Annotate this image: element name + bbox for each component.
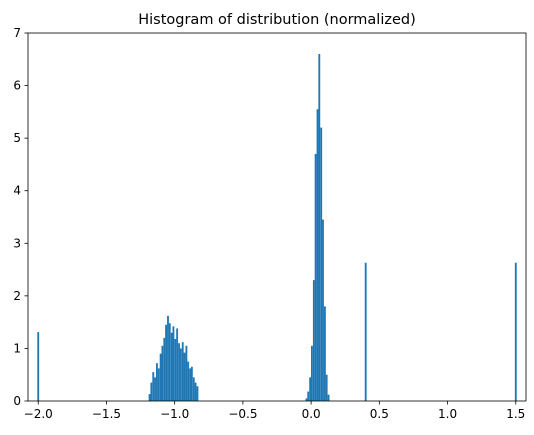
histogram-bar	[320, 127, 323, 401]
y-tick-label: 5	[13, 131, 21, 145]
y-tick-label: 4	[13, 184, 21, 198]
histogram-bar	[190, 366, 193, 401]
histogram-bar	[152, 372, 155, 401]
x-tick-label: −1.5	[92, 407, 121, 421]
histogram-bar	[181, 342, 184, 401]
x-tick-label: −0.5	[228, 407, 257, 421]
histogram-bar	[154, 377, 156, 401]
histogram-bar	[172, 326, 175, 401]
histogram-bar	[163, 337, 166, 401]
histogram-bar	[305, 398, 308, 401]
x-axis: −2.0 −1.5 −1.0 −0.5 0.0 0.5 1.0 1.5	[24, 401, 525, 421]
histogram-bar	[187, 361, 190, 401]
histogram-bar	[189, 368, 192, 401]
histogram-bar	[325, 374, 328, 401]
x-tick-label: 0.5	[370, 407, 389, 421]
y-tick-label: 7	[13, 26, 21, 40]
histogram-bar	[179, 348, 182, 401]
histogram-bar	[165, 324, 167, 401]
x-tick-label: −2.0	[24, 407, 53, 421]
axes-frame	[27, 32, 527, 402]
histogram-bar	[167, 315, 169, 401]
histogram-bar	[327, 394, 330, 401]
histogram-bar	[316, 109, 319, 401]
histogram-bar	[364, 262, 367, 401]
y-tick-label: 2	[13, 289, 21, 303]
y-tick-label: 1	[13, 341, 21, 355]
chart-title: Histogram of distribution (normalized)	[138, 12, 416, 28]
histogram-bar	[176, 328, 179, 401]
histogram-bar	[196, 386, 199, 401]
x-tick-label: 1.0	[438, 407, 457, 421]
histogram-bar	[194, 382, 197, 401]
histogram-bar	[150, 382, 153, 401]
x-tick-label: 0.0	[302, 407, 321, 421]
histogram-bar	[322, 219, 324, 401]
histogram-bar	[157, 368, 160, 401]
y-axis: 0 1 2 3 4 5 6 7	[13, 26, 28, 408]
histogram-bars	[37, 54, 517, 402]
histogram-bar	[156, 363, 158, 401]
histogram-bar	[183, 352, 186, 401]
y-tick-label: 3	[13, 236, 21, 250]
histogram-bar	[323, 306, 326, 401]
histogram-bar	[314, 153, 317, 401]
histogram-bar	[514, 262, 517, 401]
x-tick-label: 1.5	[506, 407, 525, 421]
histogram-bar	[178, 343, 180, 401]
histogram-bar	[148, 394, 151, 401]
histogram-bar	[174, 338, 177, 401]
histogram-bar	[192, 377, 195, 401]
histogram-bar	[170, 332, 173, 401]
x-tick-label: −1.0	[160, 407, 189, 421]
histogram-bar	[312, 280, 315, 401]
y-tick-label: 0	[13, 394, 21, 408]
histogram-bar	[37, 332, 40, 401]
histogram-bar	[161, 345, 164, 401]
histogram-bar	[307, 391, 310, 401]
histogram-bar	[311, 345, 313, 401]
histogram-bar	[318, 54, 321, 402]
histogram-bar	[309, 377, 312, 401]
y-tick-label: 6	[13, 79, 21, 93]
histogram-bar	[168, 323, 171, 401]
histogram-bar	[185, 345, 188, 401]
histogram-bar	[159, 353, 162, 401]
